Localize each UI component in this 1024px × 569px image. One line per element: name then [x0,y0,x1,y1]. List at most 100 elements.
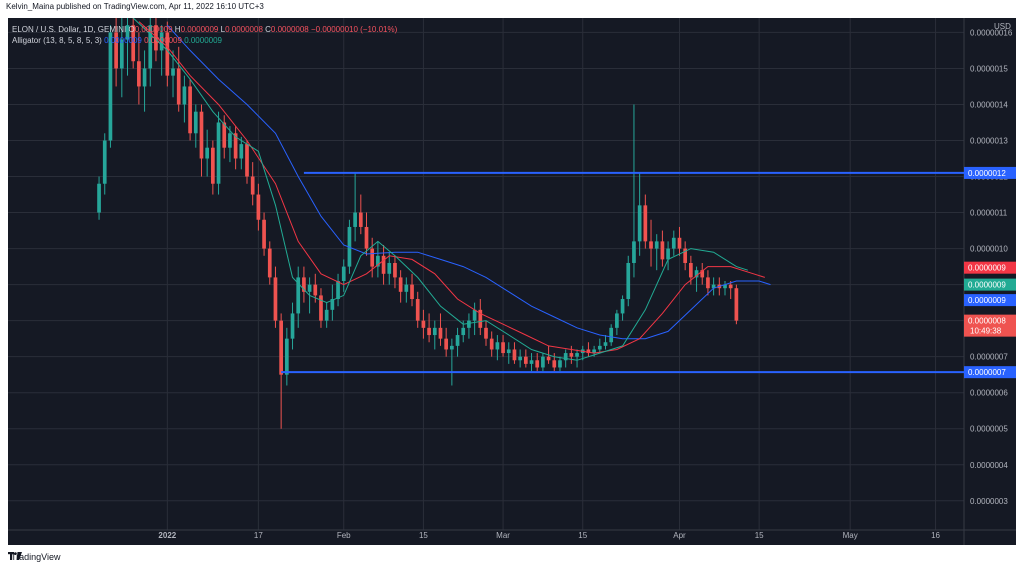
candle-body [307,284,312,292]
candle-body [176,68,181,105]
candle-body [671,237,676,249]
candle-body [279,320,283,375]
candle-body [654,241,659,249]
price-chart[interactable]: 0.00000016 0.0000015 0.0000014 0.0000013 0.0… [8,18,1016,545]
level-price-label: 0.0000007 [968,368,1006,377]
legend-close-label: C [265,25,271,34]
x-tick-label: 2022 [158,531,176,540]
legend-high: 0.0000009 [180,25,219,34]
candle-body [222,122,227,148]
candle-body [558,360,562,368]
candle-body [421,320,426,328]
price-tag [964,294,1016,307]
legend-jaw-value: 0.0000009 [104,36,142,45]
candle-body [211,147,215,184]
candle-body [108,32,113,141]
alligator-jaw-line [166,24,771,340]
candle-body [97,183,101,213]
y-tick-label: 0.0000011 [970,209,1008,218]
candle-body [689,262,693,278]
chart-legend: ELON / U.S. Dollar, 1D, GEMINI O0.000000… [12,24,397,46]
legend-high-label: H [174,25,181,34]
y-tick-label: 0.0000004 [970,461,1008,470]
candle-body [353,212,357,227]
candle-body [125,25,130,40]
candle-body [711,284,716,289]
price-tag [964,314,1016,337]
level-price-tag [964,366,1016,379]
candle-body [313,284,318,296]
price-tag [964,261,1016,274]
candle-body [637,205,642,242]
candle-body [626,262,631,300]
candle-body [427,327,431,336]
candle-body [358,212,363,227]
legend-low-label: L [220,25,226,34]
tradingview-logo[interactable]: TradingView [8,552,61,562]
legend-alligator-row: Alligator (13, 8, 5, 8, 5, 3) 0.0000009 … [12,35,397,46]
candle-body [284,338,289,375]
candle-body [188,86,192,134]
candle-body [666,248,670,260]
candle-body [216,122,221,184]
candle-body [376,255,380,267]
candle-body [142,68,147,87]
candle-body [575,353,579,357]
legend-change: −0.00000010 (−10.01%) [310,25,398,34]
candle-body [615,313,619,328]
y-tick-label: 0.0000007 [970,353,1008,362]
currency-label: USD [994,22,1011,31]
candle-body [597,345,602,350]
candle-body [171,68,175,76]
publisher-line: Kelvin_Maina published on TradingView.co… [6,2,264,11]
legend-close: 0.0000008 [270,25,309,34]
candle-body [393,262,397,278]
candle-body [148,25,153,69]
candle-body [250,176,255,195]
candle-body [137,61,141,87]
candle-body [552,360,557,368]
candle-body [387,262,392,274]
candle-body [643,205,648,242]
candle-body [529,360,534,364]
candle-body [592,349,596,354]
candle-body [273,277,278,321]
candle-body [523,356,528,364]
alligator-teeth-line [138,21,765,354]
candle-body [728,284,733,289]
chart-background [8,18,1016,545]
candle-body [450,345,454,350]
x-tick-label: Feb [337,531,351,540]
candle-body [563,353,568,361]
level-price-label: 0.0000012 [968,169,1006,178]
chart-panel[interactable]: 0.00000016 0.0000015 0.0000014 0.0000013 0.0… [8,18,1016,545]
candle-body [228,133,232,148]
candle-body [438,327,443,339]
candle-body [501,342,505,354]
y-tick-label: 0.00000016 [970,28,1013,37]
candle-body [341,266,346,282]
candle-body [330,299,335,310]
candle-body [102,140,107,184]
candle-body [410,284,414,300]
candle-body [603,342,608,346]
candle-body [444,338,449,350]
candle-body [518,356,522,361]
candle-body [381,255,386,274]
candle-body [677,237,682,249]
price-tag-label: 0.0000008 [968,317,1006,326]
y-tick-label: 0.0000005 [970,425,1008,434]
candle-body [199,111,204,159]
candle-body [256,194,261,220]
candle-body [512,349,517,361]
candle-body [484,327,488,339]
legend-low: 0.0000008 [225,25,263,34]
candle-body [404,284,409,292]
candle-body [193,111,198,134]
candle-body [620,299,625,314]
candle-body [165,32,170,76]
legend-symbol: ELON / U.S. Dollar, 1D, GEMINI [12,25,127,34]
x-tick-label: 15 [755,531,764,540]
candle-body [723,284,727,289]
